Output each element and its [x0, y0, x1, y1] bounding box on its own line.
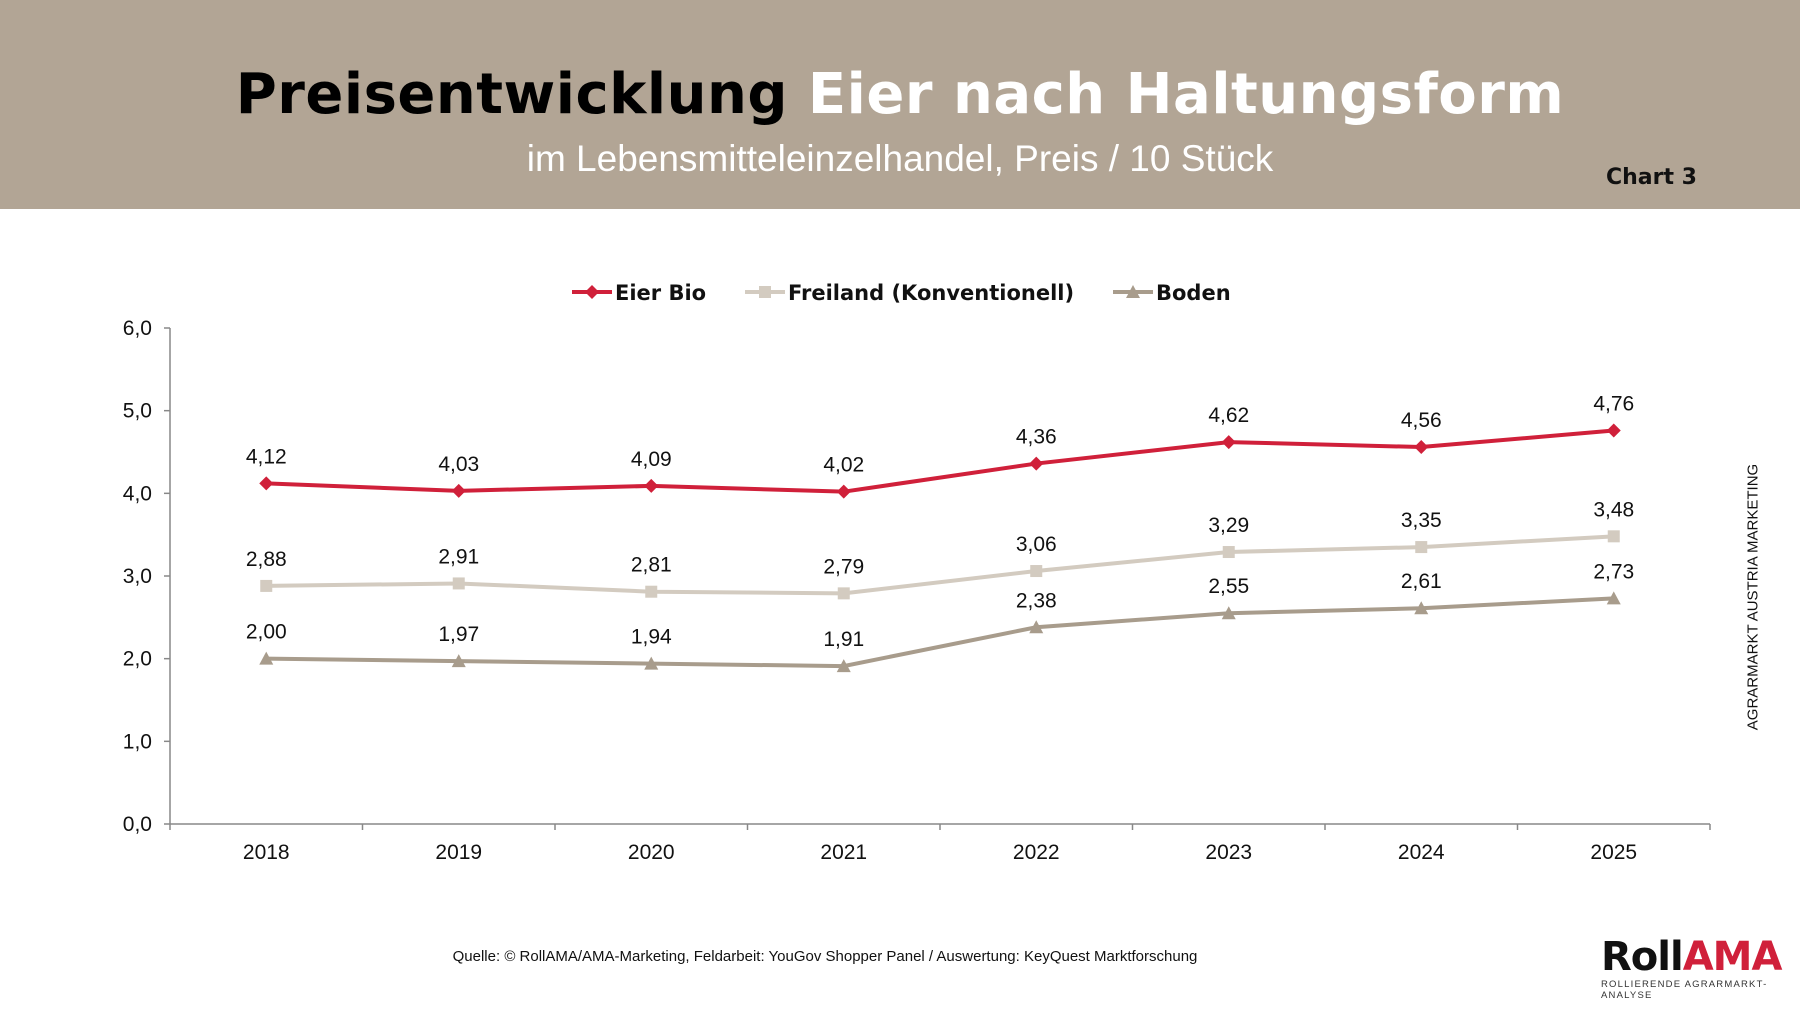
logo-text-red: AMA — [1682, 934, 1783, 980]
y-tick-label: 2,0 — [123, 648, 152, 671]
data-point — [1607, 530, 1620, 543]
data-label: 2,55 — [1208, 575, 1249, 598]
data-point — [645, 585, 658, 598]
data-label: 4,62 — [1208, 404, 1249, 427]
x-tick-label: 2024 — [1398, 841, 1445, 864]
data-label: 2,91 — [438, 545, 479, 568]
data-label: 4,03 — [438, 453, 479, 476]
legend-label: Freiland (Konventionell) — [788, 281, 1074, 305]
header-band: Preisentwicklung Eier nach Haltungsform … — [0, 0, 1800, 209]
data-point — [452, 577, 465, 590]
data-label: 3,29 — [1208, 514, 1249, 537]
data-point — [451, 483, 466, 498]
data-label: 2,81 — [631, 554, 672, 577]
logo-tagline: ROLLIERENDE AGRARMARKT-ANALYSE — [1601, 979, 1768, 1001]
data-label: 3,48 — [1593, 498, 1634, 521]
data-point — [837, 587, 850, 600]
data-label: 4,56 — [1401, 409, 1442, 432]
data-point — [1222, 546, 1235, 559]
x-tick-label: 2022 — [1013, 841, 1060, 864]
data-point — [644, 656, 659, 670]
data-point — [1221, 435, 1236, 450]
data-label: 4,09 — [631, 448, 672, 471]
side-label: AGRARMARKT AUSTRIA MARKETING — [1744, 463, 1762, 731]
legend-marker — [759, 286, 771, 298]
title-part-1: Preisentwicklung — [235, 62, 788, 127]
subtitle: im Lebensmitteleinzelhandel, Preis / 10 … — [526, 138, 1274, 179]
data-label: 4,36 — [1016, 426, 1057, 449]
data-label: 2,61 — [1401, 570, 1442, 593]
data-point — [836, 659, 851, 673]
y-tick-label: 4,0 — [123, 482, 152, 505]
x-tick-label: 2020 — [628, 841, 675, 864]
y-tick-label: 1,0 — [123, 730, 152, 753]
x-tick-label: 2021 — [820, 841, 867, 864]
data-label: 4,76 — [1593, 393, 1634, 416]
data-point — [644, 478, 659, 493]
data-point — [836, 484, 851, 499]
data-point — [1415, 541, 1428, 554]
data-label: 2,79 — [823, 555, 864, 578]
y-tick-label: 5,0 — [123, 400, 152, 423]
data-label: 3,35 — [1401, 509, 1442, 532]
data-label: 1,91 — [823, 628, 864, 651]
data-point — [259, 651, 274, 665]
legend-label: Boden — [1156, 281, 1231, 305]
y-tick-label: 6,0 — [123, 317, 152, 340]
legend-marker — [1126, 285, 1140, 298]
data-label: 4,02 — [823, 454, 864, 477]
data-point — [451, 654, 466, 668]
data-label: 3,06 — [1016, 533, 1057, 556]
x-tick-label: 2025 — [1590, 841, 1637, 864]
data-label: 2,88 — [246, 548, 287, 571]
source-note: Quelle: © RollAMA/AMA-Marketing, Feldarb… — [452, 948, 1198, 965]
x-tick-label: 2018 — [243, 841, 290, 864]
legend-marker — [585, 285, 599, 299]
data-label: 2,73 — [1593, 560, 1634, 583]
y-tick-label: 0,0 — [123, 813, 152, 836]
data-point — [1414, 440, 1429, 455]
series-line-0 — [266, 428, 1614, 494]
chart-number: Chart 3 — [1606, 165, 1697, 190]
data-label: 2,38 — [1016, 589, 1057, 612]
rollama-logo: RollAMA ROLLIERENDE AGRARMARKT-ANALYSE — [1601, 937, 1800, 1001]
x-tick-label: 2019 — [435, 841, 482, 864]
data-point — [1606, 423, 1621, 438]
series-line-2 — [266, 596, 1614, 669]
data-point — [1221, 606, 1236, 620]
data-point — [1029, 620, 1044, 634]
legend-label: Eier Bio — [615, 281, 706, 305]
data-label: 4,12 — [246, 445, 287, 468]
logo-text-dark: Roll — [1601, 934, 1684, 980]
y-tick-label: 3,0 — [123, 565, 152, 588]
data-point — [1606, 591, 1621, 605]
data-point — [1030, 565, 1043, 578]
data-point — [260, 579, 273, 592]
data-label: 1,97 — [438, 623, 479, 646]
data-label: 2,00 — [246, 621, 287, 644]
page-title: Preisentwicklung Eier nach Haltungsform — [0, 62, 1800, 127]
series-line-1 — [266, 534, 1614, 596]
title-part-2: Eier nach Haltungsform — [807, 62, 1565, 127]
data-point — [1029, 456, 1044, 471]
data-point — [1414, 601, 1429, 615]
data-label: 1,94 — [631, 626, 672, 649]
data-point — [259, 476, 274, 491]
x-tick-label: 2023 — [1205, 841, 1252, 864]
